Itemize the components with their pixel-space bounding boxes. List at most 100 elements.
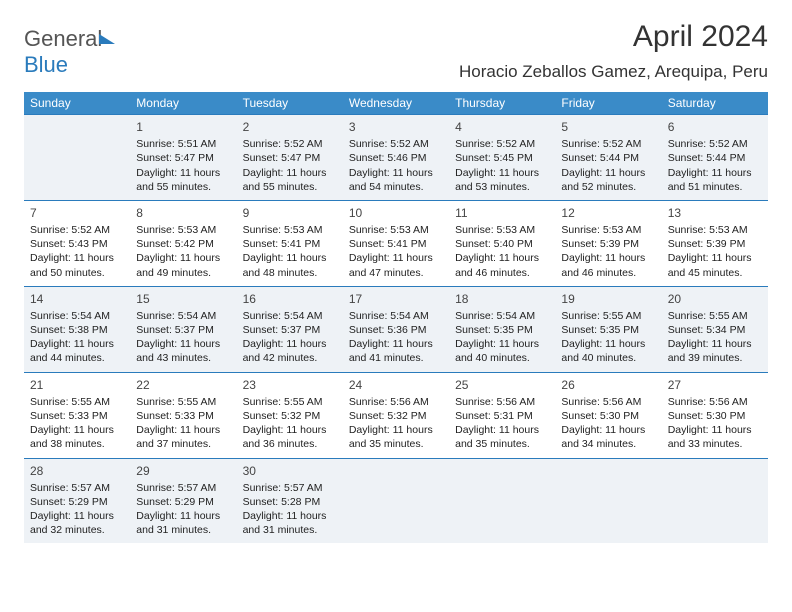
day-info-line: Sunrise: 5:54 AM bbox=[243, 309, 337, 323]
day-info-line: and 47 minutes. bbox=[349, 266, 443, 280]
day-number: 3 bbox=[349, 119, 443, 135]
day-info-line: Daylight: 11 hours bbox=[136, 166, 230, 180]
day-info-line: and 35 minutes. bbox=[349, 437, 443, 451]
location-label: Horacio Zeballos Gamez, Arequipa, Peru bbox=[459, 62, 768, 82]
day-info-line: Daylight: 11 hours bbox=[136, 509, 230, 523]
day-number: 25 bbox=[455, 377, 549, 393]
day-info-line: Daylight: 11 hours bbox=[349, 251, 443, 265]
logo-text-1: General bbox=[24, 26, 102, 51]
day-info-line: and 54 minutes. bbox=[349, 180, 443, 194]
day-info-line: and 31 minutes. bbox=[136, 523, 230, 537]
day-info-line: Sunset: 5:31 PM bbox=[455, 409, 549, 423]
day-info-line: Sunrise: 5:53 AM bbox=[668, 223, 762, 237]
day-info-line: Sunset: 5:32 PM bbox=[243, 409, 337, 423]
calendar-day: 29Sunrise: 5:57 AMSunset: 5:29 PMDayligh… bbox=[130, 459, 236, 544]
day-number: 7 bbox=[30, 205, 124, 221]
day-info-line: Sunrise: 5:54 AM bbox=[349, 309, 443, 323]
logo-triangle-icon bbox=[99, 34, 115, 44]
day-info-line: Sunrise: 5:53 AM bbox=[136, 223, 230, 237]
day-info-line: Sunset: 5:35 PM bbox=[561, 323, 655, 337]
day-info-line: Sunset: 5:41 PM bbox=[243, 237, 337, 251]
header-thursday: Thursday bbox=[449, 96, 555, 110]
day-info-line: Sunset: 5:29 PM bbox=[30, 495, 124, 509]
day-info-line: and 48 minutes. bbox=[243, 266, 337, 280]
day-info-line: Daylight: 11 hours bbox=[455, 166, 549, 180]
calendar-day: 28Sunrise: 5:57 AMSunset: 5:29 PMDayligh… bbox=[24, 459, 130, 544]
day-info-line: and 53 minutes. bbox=[455, 180, 549, 194]
calendar-day: 20Sunrise: 5:55 AMSunset: 5:34 PMDayligh… bbox=[662, 287, 768, 372]
day-info-line: Daylight: 11 hours bbox=[455, 337, 549, 351]
day-info-line: Daylight: 11 hours bbox=[30, 423, 124, 437]
calendar-day: 7Sunrise: 5:52 AMSunset: 5:43 PMDaylight… bbox=[24, 201, 130, 286]
day-info-line: and 50 minutes. bbox=[30, 266, 124, 280]
day-info-line: Daylight: 11 hours bbox=[243, 166, 337, 180]
calendar-day: 30Sunrise: 5:57 AMSunset: 5:28 PMDayligh… bbox=[237, 459, 343, 544]
day-number: 11 bbox=[455, 205, 549, 221]
calendar-week: 7Sunrise: 5:52 AMSunset: 5:43 PMDaylight… bbox=[24, 200, 768, 286]
day-info-line: Sunset: 5:29 PM bbox=[136, 495, 230, 509]
calendar-day bbox=[555, 459, 661, 544]
day-info-line: and 51 minutes. bbox=[668, 180, 762, 194]
day-info-line: Sunset: 5:40 PM bbox=[455, 237, 549, 251]
day-number: 9 bbox=[243, 205, 337, 221]
day-info-line: and 52 minutes. bbox=[561, 180, 655, 194]
day-info-line: Daylight: 11 hours bbox=[561, 423, 655, 437]
calendar-day: 18Sunrise: 5:54 AMSunset: 5:35 PMDayligh… bbox=[449, 287, 555, 372]
calendar-day: 25Sunrise: 5:56 AMSunset: 5:31 PMDayligh… bbox=[449, 373, 555, 458]
day-info-line: Sunrise: 5:53 AM bbox=[561, 223, 655, 237]
day-info-line: Sunrise: 5:51 AM bbox=[136, 137, 230, 151]
day-number: 14 bbox=[30, 291, 124, 307]
day-number: 13 bbox=[668, 205, 762, 221]
day-info-line: Sunset: 5:32 PM bbox=[349, 409, 443, 423]
day-number: 22 bbox=[136, 377, 230, 393]
day-info-line: Sunrise: 5:52 AM bbox=[455, 137, 549, 151]
calendar-day: 10Sunrise: 5:53 AMSunset: 5:41 PMDayligh… bbox=[343, 201, 449, 286]
day-info-line: and 41 minutes. bbox=[349, 351, 443, 365]
day-info-line: Sunrise: 5:55 AM bbox=[668, 309, 762, 323]
day-info-line: and 49 minutes. bbox=[136, 266, 230, 280]
day-info-line: Daylight: 11 hours bbox=[243, 423, 337, 437]
day-info-line: Sunrise: 5:52 AM bbox=[349, 137, 443, 151]
day-info-line: and 35 minutes. bbox=[455, 437, 549, 451]
day-number: 8 bbox=[136, 205, 230, 221]
day-number: 30 bbox=[243, 463, 337, 479]
day-info-line: Daylight: 11 hours bbox=[561, 337, 655, 351]
day-info-line: and 39 minutes. bbox=[668, 351, 762, 365]
calendar-day: 17Sunrise: 5:54 AMSunset: 5:36 PMDayligh… bbox=[343, 287, 449, 372]
day-info-line: and 33 minutes. bbox=[668, 437, 762, 451]
day-info-line: Sunrise: 5:55 AM bbox=[30, 395, 124, 409]
day-info-line: Sunrise: 5:52 AM bbox=[243, 137, 337, 151]
day-info-line: Daylight: 11 hours bbox=[30, 337, 124, 351]
day-number: 15 bbox=[136, 291, 230, 307]
day-info-line: Sunset: 5:45 PM bbox=[455, 151, 549, 165]
calendar-day: 4 Sunrise: 5:52 AMSunset: 5:45 PMDaylight… bbox=[449, 115, 555, 200]
day-info-line: and 34 minutes. bbox=[561, 437, 655, 451]
day-info-line: Daylight: 11 hours bbox=[349, 166, 443, 180]
day-info-line: Sunrise: 5:55 AM bbox=[243, 395, 337, 409]
day-number: 16 bbox=[243, 291, 337, 307]
day-info-line: and 40 minutes. bbox=[561, 351, 655, 365]
day-info-line: Sunset: 5:37 PM bbox=[136, 323, 230, 337]
day-info-line: Sunrise: 5:57 AM bbox=[243, 481, 337, 495]
calendar-day bbox=[662, 459, 768, 544]
day-number: 28 bbox=[30, 463, 124, 479]
day-info-line: Daylight: 11 hours bbox=[30, 509, 124, 523]
day-info-line: Daylight: 11 hours bbox=[455, 251, 549, 265]
day-number: 1 bbox=[136, 119, 230, 135]
day-info-line: and 42 minutes. bbox=[243, 351, 337, 365]
day-info-line: Sunrise: 5:56 AM bbox=[561, 395, 655, 409]
header-wednesday: Wednesday bbox=[343, 96, 449, 110]
calendar-day: 22Sunrise: 5:55 AMSunset: 5:33 PMDayligh… bbox=[130, 373, 236, 458]
day-number: 23 bbox=[243, 377, 337, 393]
calendar-week: 28Sunrise: 5:57 AMSunset: 5:29 PMDayligh… bbox=[24, 458, 768, 544]
day-info-line: Sunrise: 5:56 AM bbox=[668, 395, 762, 409]
day-info-line: Sunset: 5:37 PM bbox=[243, 323, 337, 337]
calendar-day: 3Sunrise: 5:52 AMSunset: 5:46 PMDaylight… bbox=[343, 115, 449, 200]
day-info-line: Sunset: 5:34 PM bbox=[668, 323, 762, 337]
day-info-line: Sunset: 5:36 PM bbox=[349, 323, 443, 337]
header-sunday: Sunday bbox=[24, 96, 130, 110]
day-number: 2 bbox=[243, 119, 337, 135]
day-number: 4 bbox=[455, 119, 549, 135]
calendar-day: 6Sunrise: 5:52 AMSunset: 5:44 PMDaylight… bbox=[662, 115, 768, 200]
day-number: 5 bbox=[561, 119, 655, 135]
